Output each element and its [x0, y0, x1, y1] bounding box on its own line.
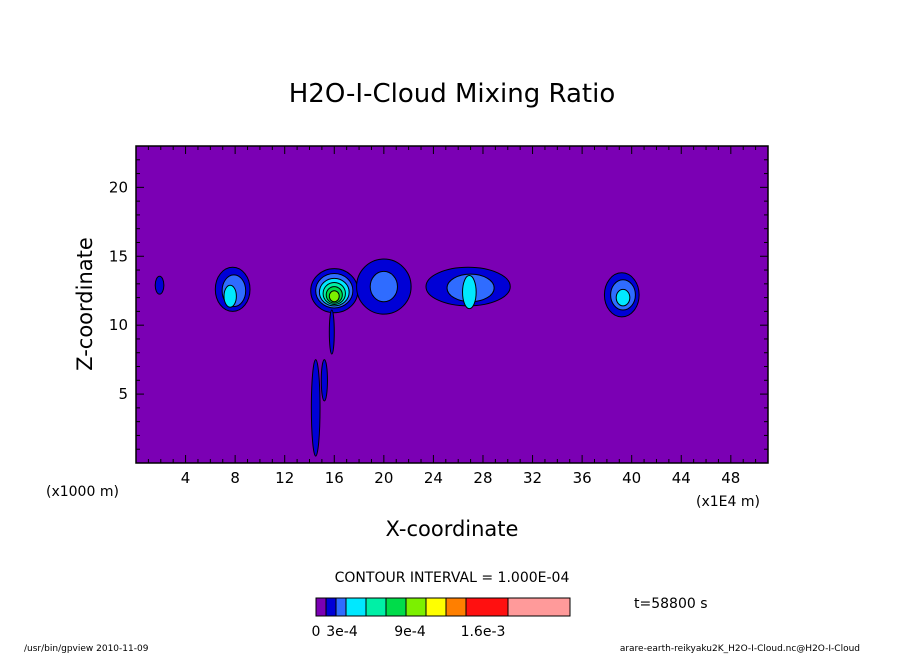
- x-tick-label: 28: [473, 469, 492, 487]
- colorbar-segment: [465, 597, 509, 617]
- contour-cell: [615, 288, 631, 307]
- x-tick-label: 44: [672, 469, 691, 487]
- footer-left: /usr/bin/gpview 2010-11-09: [24, 644, 149, 654]
- x-tick-label: 40: [622, 469, 641, 487]
- x-tick-label: 4: [181, 469, 191, 487]
- colorbar-segment: [315, 597, 327, 617]
- x-tick-label: 48: [721, 469, 740, 487]
- colorbar: [315, 597, 571, 617]
- y-tick-label: 15: [109, 247, 128, 265]
- colorbar-segment: [365, 597, 387, 617]
- x-tick-label: 8: [230, 469, 240, 487]
- footer-right: arare-earth-reikyaku2K_H2O-I-Cloud.nc@H2…: [620, 644, 860, 654]
- x-tick-label: 36: [573, 469, 592, 487]
- contour-cell: [320, 359, 328, 402]
- contour-cells: [154, 258, 640, 457]
- y-tick-label: 10: [109, 316, 128, 334]
- x-ticks: 4 8 12 16 20 24 28 32 36 40 44 48: [147, 146, 757, 487]
- x-tick-label: 32: [523, 469, 542, 487]
- x-tick-label: 16: [325, 469, 344, 487]
- contour-cell: [328, 309, 335, 355]
- colorbar-label: 3e-4: [326, 624, 358, 640]
- x-tick-label: 20: [374, 469, 393, 487]
- colorbar-label: 0: [312, 624, 321, 640]
- colorbar-segment: [325, 597, 337, 617]
- contour-cell: [154, 275, 165, 295]
- contour-cell: [462, 275, 477, 310]
- colorbar-segment: [405, 597, 427, 617]
- colorbar-segment: [385, 597, 407, 617]
- contour-cell: [328, 290, 340, 303]
- colorbar-segment: [445, 597, 467, 617]
- colorbar-segment: [507, 597, 571, 617]
- x-tick-label: 12: [275, 469, 294, 487]
- y-axis-label: Z-coordinate: [73, 237, 97, 371]
- colorbar-segment: [345, 597, 367, 617]
- y-tick-label: 5: [118, 385, 128, 403]
- colorbar-label: 9e-4: [394, 624, 426, 640]
- contour-cell: [369, 270, 398, 303]
- colorbar-label: 1.6e-3: [461, 624, 506, 640]
- x-axis-label: X-coordinate: [386, 517, 519, 541]
- contour-interval: CONTOUR INTERVAL = 1.000E-04: [335, 570, 570, 586]
- plot-frame: [135, 145, 769, 464]
- x-tick-label: 24: [424, 469, 443, 487]
- contour-cell: [223, 284, 237, 308]
- y-tick-label: 20: [109, 178, 128, 196]
- contour-cell: [310, 359, 321, 457]
- colorbar-labels: 0 3e-4 9e-4 1.6e-3: [312, 624, 506, 640]
- colorbar-segment: [335, 597, 347, 617]
- colorbar-segment: [425, 597, 447, 617]
- x-unit-left: (x1000 m): [46, 484, 119, 500]
- time-label: t=58800 s: [634, 596, 708, 612]
- y-ticks: 5 10 15 20: [109, 159, 768, 450]
- x-unit-right: (x1E4 m): [696, 494, 760, 510]
- chart-title: H2O-I-Cloud Mixing Ratio: [289, 79, 616, 109]
